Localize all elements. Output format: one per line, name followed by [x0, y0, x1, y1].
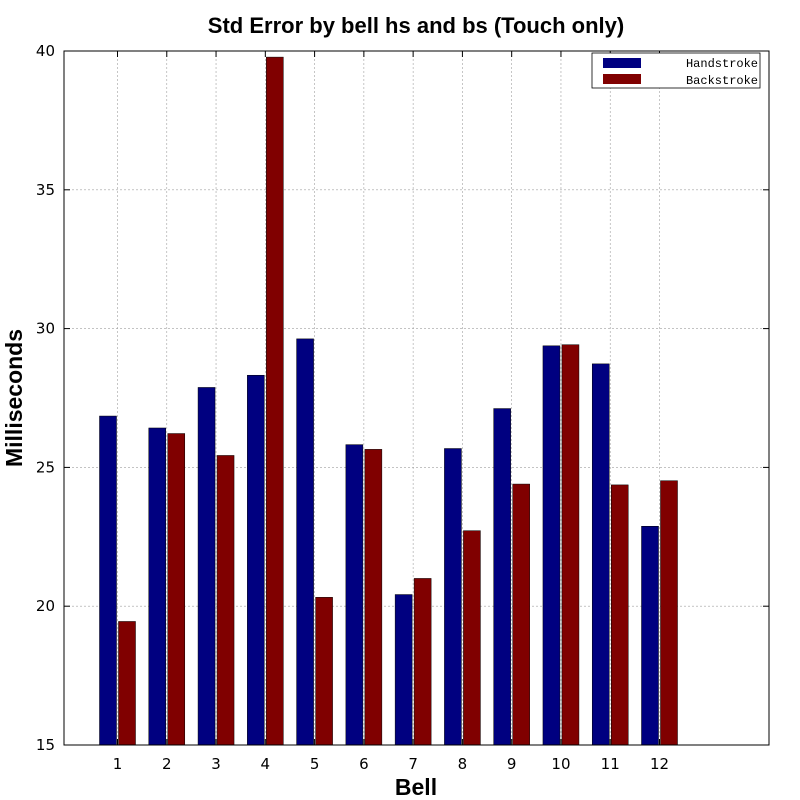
bars [99, 56, 678, 746]
bar-backstroke-bell-9 [512, 483, 530, 746]
legend-swatch-handstroke [603, 58, 641, 68]
bar-backstroke-bell-8 [463, 530, 481, 746]
bar-backstroke-bell-2 [167, 433, 186, 746]
bar-handstroke-bell-7 [394, 594, 413, 746]
bar-backstroke-bell-4 [266, 56, 284, 746]
bar-handstroke-bell-6 [345, 444, 364, 746]
x-axis-label: Bell [395, 774, 437, 800]
y-tick-label: 40 [36, 42, 55, 60]
bar-handstroke-bell-8 [444, 448, 462, 746]
x-tick-label: 5 [310, 755, 320, 773]
x-axis-ticks: 1 2 3 4 5 6 7 8 9 10 11 12 [113, 51, 669, 773]
x-tick-label: 3 [211, 755, 221, 773]
bar-backstroke-bell-6 [364, 449, 383, 746]
bar-handstroke-bell-1 [99, 415, 117, 746]
y-tick-label: 25 [36, 458, 55, 476]
x-tick-label: 2 [162, 755, 172, 773]
chart-title: Std Error by bell hs and bs (Touch only) [208, 13, 624, 38]
plot-frame [63, 50, 770, 746]
y-tick-label: 20 [36, 597, 55, 615]
x-tick-label: 8 [458, 755, 468, 773]
bar-handstroke-bell-3 [197, 387, 216, 746]
bar-handstroke-bell-12 [641, 526, 659, 746]
y-tick-label: 35 [36, 181, 55, 199]
x-tick-label: 11 [601, 755, 620, 773]
x-tick-label: 4 [261, 755, 271, 773]
legend-label-handstroke: Handstroke [686, 57, 758, 71]
bar-handstroke-bell-2 [148, 427, 167, 746]
bar-backstroke-bell-1 [118, 621, 136, 746]
y-tick-label: 15 [36, 736, 55, 754]
y-tick-label: 30 [36, 320, 55, 338]
bar-handstroke-bell-11 [591, 363, 610, 746]
bar-handstroke-bell-9 [493, 408, 511, 746]
x-tick-label: 1 [113, 755, 123, 773]
bar-backstroke-bell-5 [315, 597, 333, 746]
bar-handstroke-bell-4 [247, 374, 265, 746]
x-tick-label: 10 [551, 755, 570, 773]
bar-backstroke-bell-10 [561, 344, 580, 746]
bar-backstroke-bell-12 [660, 480, 678, 746]
x-tick-label: 12 [650, 755, 669, 773]
x-tick-label: 6 [359, 755, 369, 773]
y-axis-label: Milliseconds [1, 329, 27, 467]
bar-handstroke-bell-10 [542, 345, 561, 746]
y-axis-ticks: 15 20 25 30 35 40 [36, 42, 769, 754]
bar-handstroke-bell-5 [296, 338, 314, 746]
bar-backstroke-bell-7 [413, 578, 432, 746]
x-tick-label: 9 [507, 755, 517, 773]
bar-backstroke-bell-3 [216, 455, 235, 746]
legend-label-backstroke: Backstroke [686, 74, 758, 88]
legend-swatch-backstroke [603, 74, 641, 84]
x-tick-label: 7 [408, 755, 418, 773]
bar-backstroke-bell-11 [610, 484, 629, 746]
legend: Handstroke Backstroke [591, 52, 761, 89]
